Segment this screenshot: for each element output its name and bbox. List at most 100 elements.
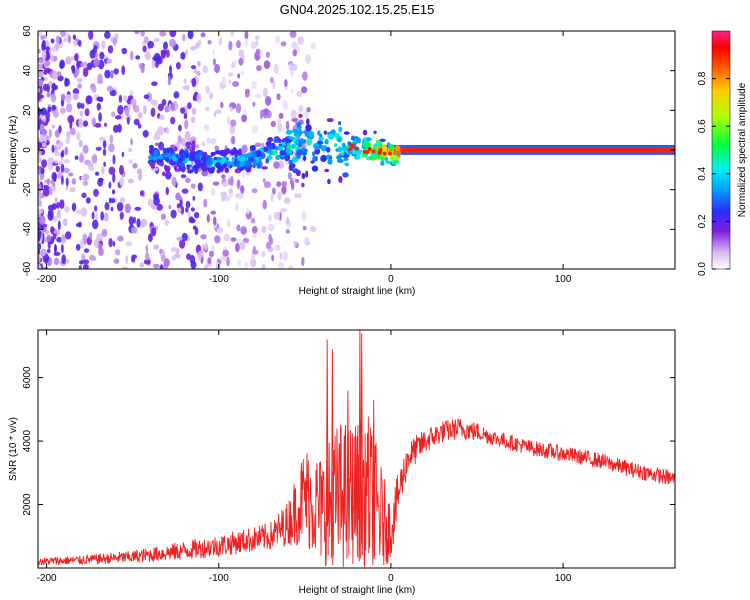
noise-dot (60, 31, 66, 38)
noise-dot (67, 34, 72, 44)
noise-dot (229, 106, 233, 112)
noise-dot (69, 186, 76, 193)
noise-dot (273, 161, 280, 169)
noise-dot (197, 40, 202, 46)
noise-dot (53, 216, 58, 223)
noise-dot (78, 139, 83, 148)
noise-dot (276, 181, 282, 187)
ridge-blob (302, 155, 307, 162)
noise-dot (126, 116, 130, 125)
ridge-blob (326, 118, 334, 123)
noise-dot (284, 197, 291, 204)
noise-dot (40, 35, 45, 40)
ridge-blob (171, 161, 177, 166)
noise-dot (169, 65, 172, 74)
noise-dot (293, 241, 298, 247)
ridge-blob (362, 129, 368, 136)
noise-dot (154, 37, 160, 43)
colorbar: 0.0 0.2 0.4 0.6 0.8 Normalized spectral ampl… (697, 30, 748, 276)
noise-dot (47, 204, 55, 211)
noise-dot (38, 248, 41, 255)
ridge-blob (311, 165, 319, 172)
noise-dot (138, 171, 143, 181)
noise-dot (72, 92, 78, 100)
x-tick-label: 0 (388, 573, 394, 584)
noise-dot (190, 183, 196, 189)
noise-dot (134, 105, 140, 113)
noise-dot (200, 32, 206, 38)
ridge-blob (295, 179, 300, 183)
noise-dot (58, 125, 62, 134)
ridge-blob (201, 170, 209, 177)
snr-panel: -200 -100 0 100 2000 4000 6000 Height of stra… (8, 329, 676, 596)
noise-dot (181, 232, 188, 242)
noise-dot (219, 255, 227, 263)
noise-dot (145, 251, 150, 261)
noise-dot (122, 95, 128, 102)
noise-dot (211, 245, 215, 252)
noise-dot (82, 144, 89, 154)
x-tick-label: 100 (555, 274, 572, 285)
noise-dot (230, 237, 237, 242)
noise-dot (302, 111, 309, 118)
noise-dot (119, 197, 126, 203)
noise-dot (168, 204, 172, 210)
noise-dot (69, 127, 76, 136)
y-tick-label: 6000 (22, 366, 33, 389)
noise-dot (143, 259, 151, 265)
colorbar-gradient (711, 30, 731, 270)
noise-dot (185, 206, 189, 213)
ridge-blob (234, 157, 238, 164)
ridge-blob (338, 121, 342, 126)
ridge-blob (314, 155, 318, 162)
ridge-blob (328, 156, 333, 160)
colorbar-tick-label: 0.8 (697, 71, 708, 85)
noise-dot (265, 96, 272, 106)
ridge-blob (294, 140, 300, 146)
ridge-blob (165, 147, 170, 154)
noise-dot (104, 69, 111, 79)
noise-dot (243, 108, 247, 116)
ridge-blob (274, 146, 279, 151)
noise-dot (76, 60, 80, 70)
noise-dot (82, 263, 89, 269)
noise-dot (94, 171, 100, 176)
noise-dot (64, 146, 69, 156)
ridge-blob (266, 145, 274, 150)
noise-dot (220, 191, 227, 198)
noise-dot (186, 253, 192, 260)
noise-dot (238, 57, 244, 66)
noise-dot (207, 257, 212, 264)
noise-dot (65, 32, 70, 37)
noise-dot (85, 197, 91, 204)
y-tick-label: 60 (22, 25, 33, 37)
noise-dot (38, 242, 42, 250)
noise-dot (251, 188, 258, 194)
y-tick-label: 4000 (22, 430, 33, 453)
noise-dot (39, 123, 45, 134)
noise-dot (281, 185, 287, 195)
noise-dot (38, 137, 43, 143)
noise-dot (106, 58, 113, 64)
ridge-blob (299, 138, 304, 145)
noise-dot (59, 61, 64, 69)
ridge-blob (380, 160, 385, 166)
noise-dot (252, 101, 256, 107)
noise-dot (128, 178, 134, 184)
noise-dot (98, 112, 102, 122)
noise-dot (78, 154, 85, 163)
noise-dot (169, 31, 177, 38)
noise-dot (38, 32, 43, 37)
noise-dot (59, 107, 66, 115)
ridge-core (382, 147, 675, 153)
noise-dot (104, 202, 110, 211)
noise-dot (280, 208, 287, 213)
noise-dot (140, 218, 148, 227)
colorbar-label: Normalized spectral amplitude (737, 82, 748, 217)
noise-dot (218, 37, 223, 46)
ridge-blob (184, 152, 188, 156)
ridge-blob (373, 130, 377, 135)
noise-dot (101, 228, 108, 237)
x-tick-label: 100 (555, 573, 572, 584)
